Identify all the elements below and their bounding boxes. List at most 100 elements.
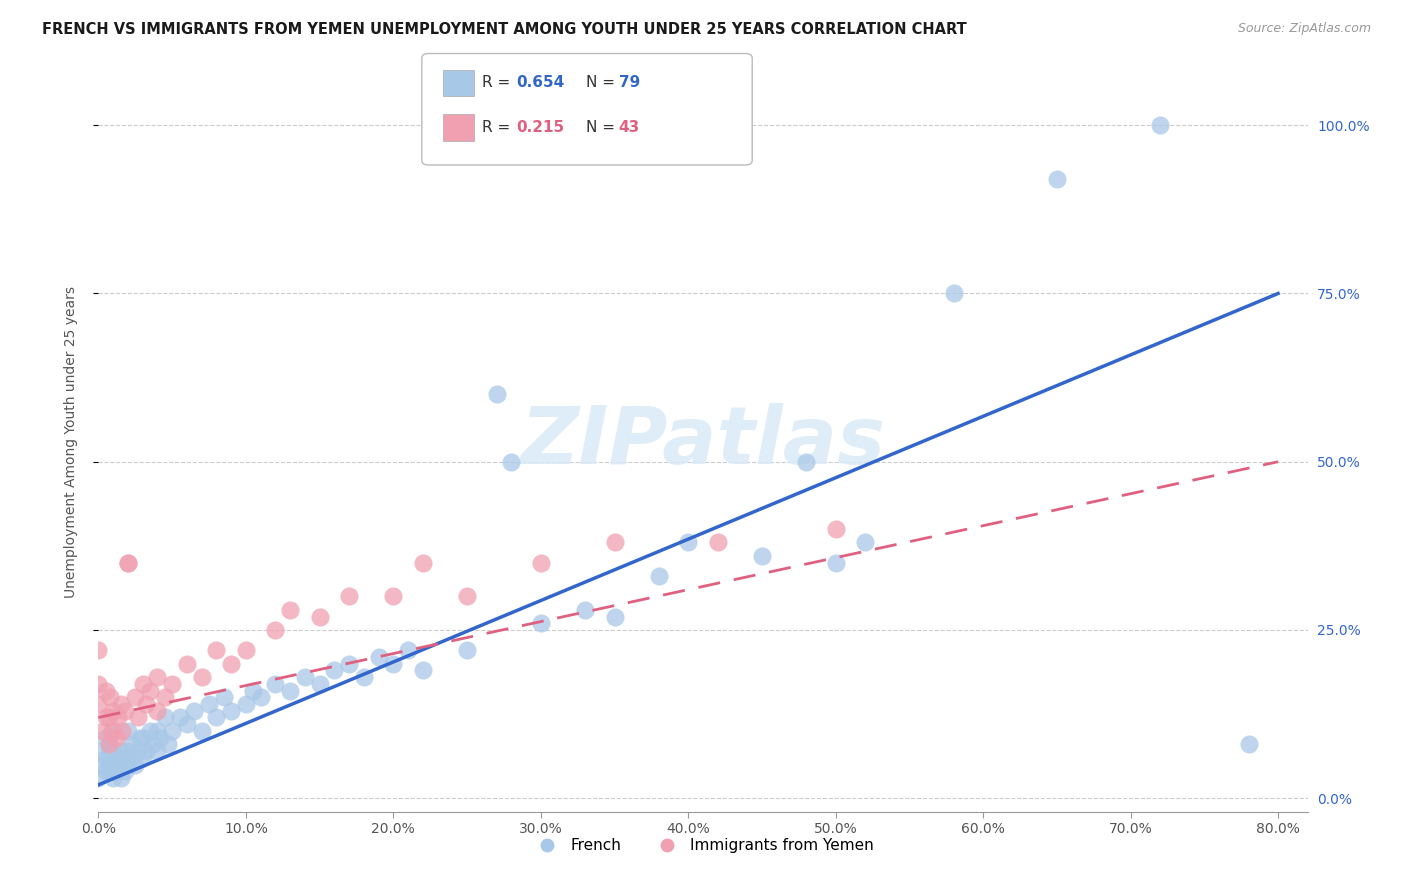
Point <box>176 717 198 731</box>
Point <box>278 603 301 617</box>
Point <box>97 710 120 724</box>
Point <box>97 738 120 752</box>
Point <box>367 649 389 664</box>
Point <box>1237 738 1260 752</box>
Point <box>353 670 375 684</box>
Point <box>648 569 671 583</box>
Point <box>111 723 134 738</box>
Text: R =: R = <box>482 76 516 90</box>
Point <box>117 556 139 570</box>
Point <box>396 643 419 657</box>
Point <box>114 764 136 779</box>
Point <box>124 757 146 772</box>
Point <box>146 744 169 758</box>
Point <box>678 535 700 549</box>
Point <box>824 522 846 536</box>
Point <box>382 590 405 604</box>
Point <box>1046 172 1069 186</box>
Point <box>110 744 132 758</box>
Point <box>101 704 124 718</box>
Point <box>501 455 523 469</box>
Point <box>456 590 478 604</box>
Point <box>153 690 176 705</box>
Point <box>942 286 965 301</box>
Point <box>146 704 169 718</box>
Point <box>100 723 122 738</box>
Point <box>127 710 149 724</box>
Point <box>117 757 139 772</box>
Text: R =: R = <box>482 120 516 135</box>
Point <box>98 690 121 705</box>
Y-axis label: Unemployment Among Youth under 25 years: Unemployment Among Youth under 25 years <box>63 285 77 598</box>
Point <box>294 670 316 684</box>
Point <box>412 556 434 570</box>
Point <box>706 535 728 549</box>
Point <box>149 731 172 745</box>
Point <box>824 556 846 570</box>
Point <box>114 704 136 718</box>
Point <box>121 738 143 752</box>
Point <box>190 670 212 684</box>
Point <box>105 764 128 779</box>
Point <box>337 590 360 604</box>
Point <box>156 738 179 752</box>
Point <box>308 609 330 624</box>
Text: Source: ZipAtlas.com: Source: ZipAtlas.com <box>1237 22 1371 36</box>
Point <box>101 723 124 738</box>
Point <box>110 697 132 711</box>
Point <box>412 664 434 678</box>
Point <box>110 771 132 785</box>
Point <box>183 704 205 718</box>
Point <box>94 710 117 724</box>
Point <box>124 690 146 705</box>
Point <box>131 751 153 765</box>
Point <box>120 751 142 765</box>
Point <box>135 744 157 758</box>
Point <box>108 757 131 772</box>
Point <box>101 757 124 772</box>
Point <box>112 751 135 765</box>
Point <box>87 757 110 772</box>
Point <box>135 697 157 711</box>
Point <box>249 690 271 705</box>
Point <box>131 677 153 691</box>
Point <box>794 455 817 469</box>
Point <box>117 556 139 570</box>
Point <box>382 657 405 671</box>
Text: FRENCH VS IMMIGRANTS FROM YEMEN UNEMPLOYMENT AMONG YOUTH UNDER 25 YEARS CORRELAT: FRENCH VS IMMIGRANTS FROM YEMEN UNEMPLOY… <box>42 22 967 37</box>
Point <box>94 751 117 765</box>
Point <box>198 697 221 711</box>
Point <box>235 643 257 657</box>
Point <box>160 723 183 738</box>
Point <box>131 731 153 745</box>
Point <box>853 535 876 549</box>
Point <box>142 738 165 752</box>
Point <box>603 535 626 549</box>
Point <box>101 771 124 785</box>
Point <box>97 738 120 752</box>
Point <box>205 710 228 724</box>
Point <box>101 744 124 758</box>
Text: 79: 79 <box>619 76 640 90</box>
Point <box>105 731 128 745</box>
Point <box>97 757 120 772</box>
Point <box>751 549 773 563</box>
Point <box>111 757 134 772</box>
Text: 43: 43 <box>619 120 640 135</box>
Text: ZIPatlas: ZIPatlas <box>520 402 886 481</box>
Point <box>107 751 129 765</box>
Point <box>139 723 162 738</box>
Point <box>94 764 117 779</box>
Point <box>264 623 287 637</box>
Point <box>530 556 553 570</box>
Point <box>117 744 139 758</box>
Point <box>87 643 110 657</box>
Text: 0.215: 0.215 <box>516 120 564 135</box>
Point <box>128 731 150 745</box>
Text: N =: N = <box>586 120 620 135</box>
Point <box>98 744 121 758</box>
Point <box>153 710 176 724</box>
Point <box>146 723 169 738</box>
Point <box>485 387 508 401</box>
Point <box>127 744 149 758</box>
